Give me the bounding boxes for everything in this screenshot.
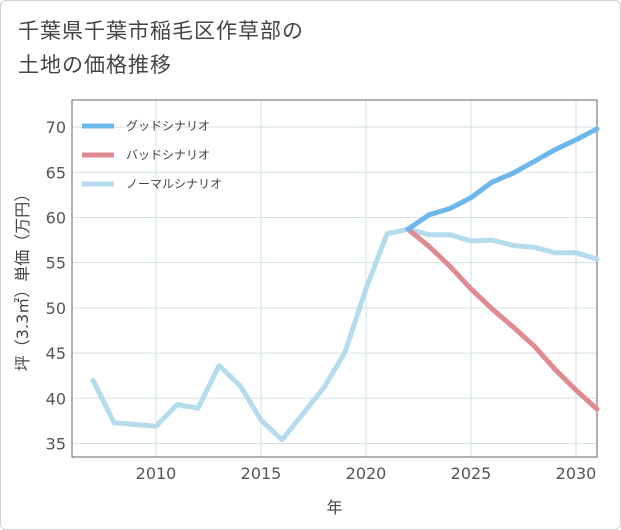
chart-title-line2: 土地の価格推移 [18, 53, 172, 77]
y-tick-label: 70 [46, 118, 66, 137]
y-tick-label: 40 [46, 389, 66, 408]
series-line-0 [405, 126, 600, 232]
x-tick-label: 2020 [346, 464, 387, 483]
plot-border [71, 99, 598, 458]
legend-label-1: バッドシナリオ [126, 148, 210, 162]
y-tick-label: 60 [46, 208, 66, 227]
series-line-1 [405, 226, 600, 412]
y-axis-label: 坪（3.3㎡）単価（万円） [13, 186, 32, 371]
plot-area [72, 100, 597, 457]
legend-label-2: ノーマルシナリオ [126, 177, 222, 191]
x-tick-label: 2025 [451, 464, 492, 483]
y-tick-label: 50 [46, 299, 66, 318]
y-tick-label: 35 [46, 434, 66, 453]
x-tick-label: 2015 [241, 464, 282, 483]
legend-label-0: グッドシナリオ [126, 119, 210, 133]
x-tick-label: 2010 [136, 464, 177, 483]
y-tick-label: 65 [46, 163, 66, 182]
x-tick-label: 2030 [556, 464, 597, 483]
series-line-2 [90, 226, 600, 443]
x-axis-label: 年 [326, 498, 342, 517]
y-tick-label: 55 [46, 254, 66, 273]
chart-title-line1: 千葉県千葉市稲毛区作草部の [18, 19, 304, 43]
y-tick-label: 45 [46, 344, 66, 363]
chart-title: 千葉県千葉市稲毛区作草部の 土地の価格推移 [18, 14, 304, 82]
